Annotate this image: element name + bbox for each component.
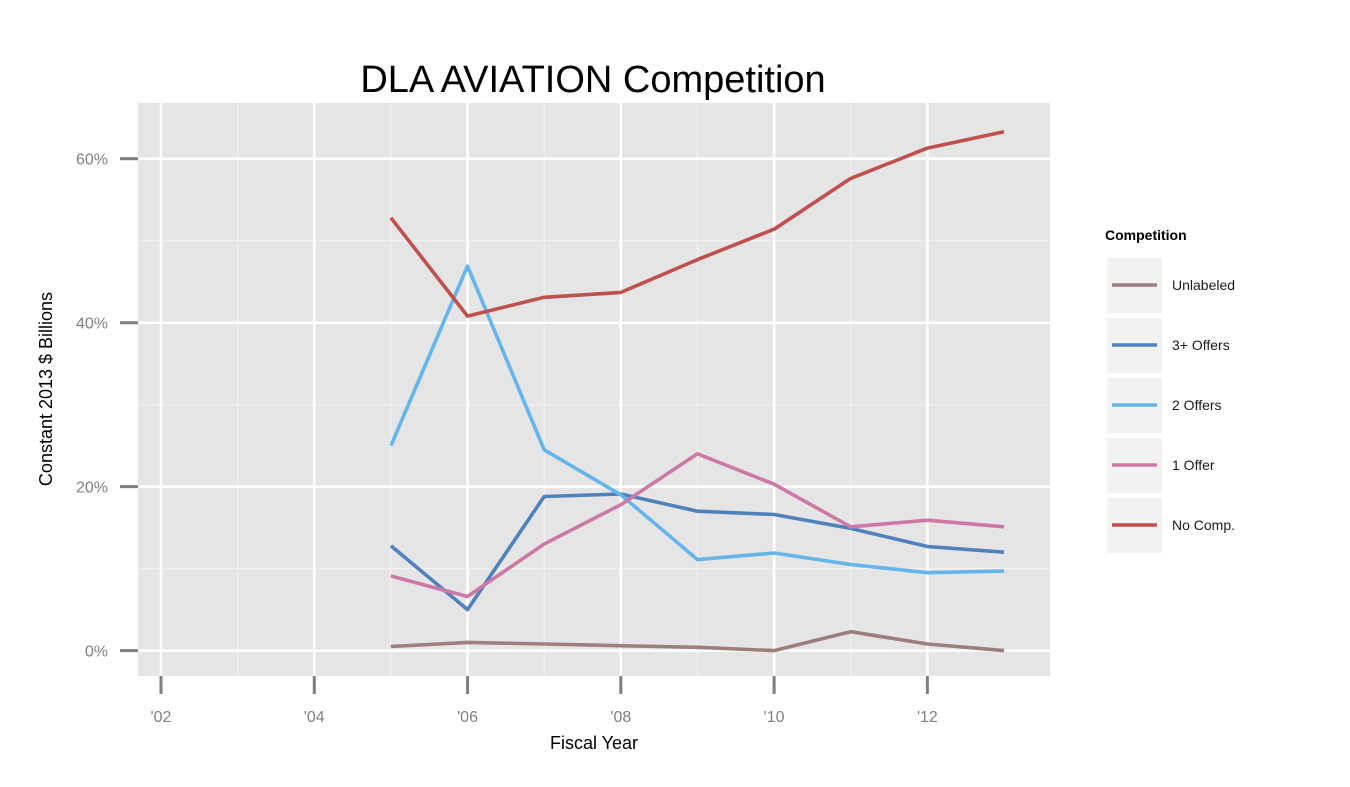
legend-item-unlabeled: Unlabeled bbox=[1107, 258, 1235, 313]
legend-item-no-comp: No Comp. bbox=[1107, 498, 1235, 553]
major-gridlines bbox=[138, 103, 1050, 676]
series-line-1-offer bbox=[390, 451, 1005, 599]
legend-label: 1 Offer bbox=[1172, 457, 1215, 473]
legend-label: Unlabeled bbox=[1172, 277, 1235, 293]
y-tick-label: 40% bbox=[76, 316, 108, 333]
tick-labels: 0% 20% 40% 60% '02 '04 '06 '08 '10 '12 bbox=[76, 152, 938, 726]
series-line-unlabeled bbox=[390, 629, 1005, 653]
series-line-2-offers bbox=[389, 264, 1005, 575]
series-line-no-comp bbox=[389, 129, 1005, 318]
legend-item-2-offers: 2 Offers bbox=[1107, 378, 1222, 433]
plot-panel bbox=[138, 103, 1050, 676]
legend-item-3-offers: 3+ Offers bbox=[1107, 318, 1230, 373]
y-tick-label: 0% bbox=[85, 644, 108, 661]
x-tick-label: '04 bbox=[304, 709, 325, 726]
x-tick-label: '06 bbox=[457, 709, 478, 726]
x-tick-label: '02 bbox=[151, 709, 172, 726]
legend-label: 2 Offers bbox=[1172, 397, 1222, 413]
x-axis-title: Fiscal Year bbox=[550, 733, 638, 753]
legend-label: 3+ Offers bbox=[1172, 337, 1230, 353]
y-tick-label: 20% bbox=[76, 480, 108, 497]
legend-label: No Comp. bbox=[1172, 517, 1235, 533]
legend-item-1-offer: 1 Offer bbox=[1107, 438, 1215, 493]
legend: Competition Unlabeled 3+ Offers 2 Offers 1 … bbox=[1105, 227, 1235, 553]
x-tick-label: '10 bbox=[764, 709, 785, 726]
y-tick-label: 60% bbox=[76, 152, 108, 169]
x-tick-label: '08 bbox=[610, 709, 631, 726]
y-axis-title: Constant 2013 $ Billions bbox=[36, 292, 56, 486]
axis-ticks bbox=[120, 157, 929, 694]
legend-title: Competition bbox=[1105, 227, 1187, 243]
series-line-3-offers bbox=[389, 492, 1005, 612]
series-lines bbox=[389, 129, 1005, 653]
x-tick-label: '12 bbox=[917, 709, 938, 726]
chart-title: DLA AVIATION Competition bbox=[360, 59, 825, 101]
